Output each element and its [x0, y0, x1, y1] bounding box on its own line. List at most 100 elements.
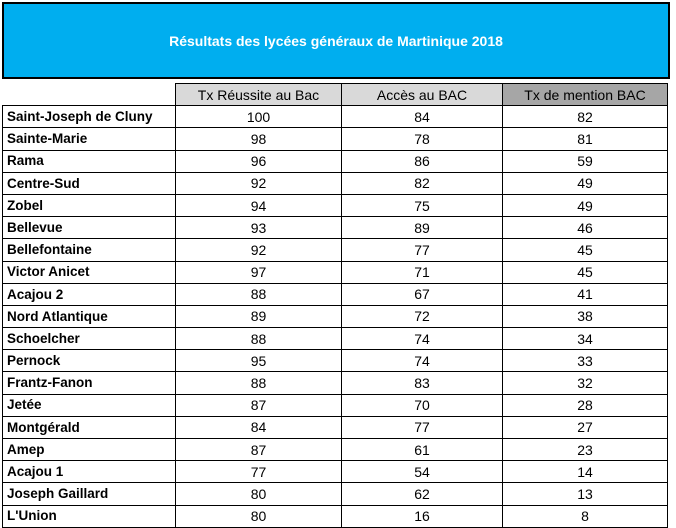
school-name-cell: Victor Anicet — [2, 260, 176, 284]
value-cell: 89 — [175, 304, 342, 329]
table-row: Frantz-Fanon 88 83 32 — [2, 371, 668, 395]
value-cell: 59 — [502, 149, 668, 173]
value-cell: 84 — [341, 105, 503, 129]
table-row: Bellevue 93 89 46 — [2, 216, 668, 240]
value-cell: 70 — [341, 393, 503, 417]
page-title: Résultats des lycées généraux de Martini… — [169, 32, 503, 49]
value-cell: 41 — [502, 282, 668, 306]
value-cell: 67 — [341, 282, 503, 306]
value-cell: 78 — [341, 127, 503, 151]
table-body: Tx Réussite au Bac Accès au BAC Tx de ment… — [2, 82, 668, 528]
results-table: Tx Réussite au Bac Accès au BAC Tx de ment… — [2, 82, 668, 528]
table-row: Nord Atlantique 89 72 38 — [2, 304, 668, 329]
table-row: Rama 96 86 59 — [2, 149, 668, 173]
value-cell: 87 — [175, 393, 342, 417]
school-name-cell: L'Union — [2, 504, 176, 528]
value-cell: 100 — [175, 105, 342, 129]
value-cell: 28 — [502, 393, 668, 417]
value-cell: 98 — [175, 127, 342, 151]
table-row: Acajou 1 77 54 14 — [2, 460, 668, 484]
value-cell: 80 — [175, 482, 342, 506]
value-cell: 88 — [175, 327, 342, 351]
value-cell: 27 — [502, 415, 668, 440]
table-row: Joseph Gaillard 80 62 13 — [2, 482, 668, 506]
header-row: Tx Réussite au Bac Accès au BAC Tx de ment… — [2, 82, 668, 107]
school-name-cell: Centre-Sud — [2, 171, 176, 195]
school-name-cell: Acajou 1 — [2, 460, 176, 484]
table-row: Montgérald 84 77 27 — [2, 415, 668, 440]
table-row: Victor Anicet 97 71 45 — [2, 260, 668, 284]
value-cell: 87 — [175, 437, 342, 462]
school-name-cell: Joseph Gaillard — [2, 482, 176, 506]
school-name-cell: Acajou 2 — [2, 282, 176, 306]
school-name-cell: Montgérald — [2, 415, 176, 440]
table-row: L'Union 80 16 8 — [2, 504, 668, 528]
value-cell: 16 — [341, 504, 503, 528]
value-cell: 23 — [502, 437, 668, 462]
value-cell: 97 — [175, 260, 342, 284]
value-cell: 94 — [175, 193, 342, 218]
school-name-cell: Rama — [2, 149, 176, 173]
value-cell: 45 — [502, 238, 668, 262]
value-cell: 88 — [175, 371, 342, 395]
value-cell: 49 — [502, 193, 668, 218]
value-cell: 77 — [175, 460, 342, 484]
school-name-cell: Saint-Joseph de Cluny — [2, 105, 176, 129]
value-cell: 33 — [502, 349, 668, 373]
value-cell: 62 — [341, 482, 503, 506]
value-cell: 49 — [502, 171, 668, 195]
value-cell: 89 — [341, 216, 503, 240]
value-cell: 77 — [341, 238, 503, 262]
value-cell: 54 — [341, 460, 503, 484]
value-cell: 38 — [502, 304, 668, 329]
school-name-cell: Jetée — [2, 393, 176, 417]
value-cell: 45 — [502, 260, 668, 284]
value-cell: 14 — [502, 460, 668, 484]
value-cell: 96 — [175, 149, 342, 173]
school-name-cell: Zobel — [2, 193, 176, 218]
value-cell: 88 — [175, 282, 342, 306]
value-cell: 32 — [502, 371, 668, 395]
table-row: Centre-Sud 92 82 49 — [2, 171, 668, 195]
table-row: Jetée 87 70 28 — [2, 393, 668, 417]
value-cell: 86 — [341, 149, 503, 173]
value-cell: 93 — [175, 216, 342, 240]
school-name-cell: Amep — [2, 437, 176, 462]
value-cell: 80 — [175, 504, 342, 528]
title-banner: Résultats des lycées généraux de Martini… — [2, 2, 670, 79]
value-cell: 46 — [502, 216, 668, 240]
value-cell: 71 — [341, 260, 503, 284]
table-row: Bellefontaine 92 77 45 — [2, 238, 668, 262]
value-cell: 34 — [502, 327, 668, 351]
value-cell: 61 — [341, 437, 503, 462]
table-row: Amep 87 61 23 — [2, 437, 668, 462]
value-cell: 92 — [175, 171, 342, 195]
column-header: Tx de mention BAC — [502, 82, 668, 107]
value-cell: 84 — [175, 415, 342, 440]
table-row: Saint-Joseph de Cluny 100 84 82 — [2, 105, 668, 129]
value-cell: 82 — [502, 105, 668, 129]
table-row: Pernock 95 74 33 — [2, 349, 668, 373]
column-header: Accès au BAC — [341, 82, 503, 107]
school-name-cell: Schoelcher — [2, 327, 176, 351]
table-row: Sainte-Marie 98 78 81 — [2, 127, 668, 151]
value-cell: 72 — [341, 304, 503, 329]
table-row: Acajou 2 88 67 41 — [2, 282, 668, 306]
table-row: Zobel 94 75 49 — [2, 193, 668, 218]
column-header: Tx Réussite au Bac — [175, 82, 342, 107]
value-cell: 13 — [502, 482, 668, 506]
school-name-cell: Sainte-Marie — [2, 127, 176, 151]
value-cell: 83 — [341, 371, 503, 395]
school-name-cell: Bellefontaine — [2, 238, 176, 262]
school-name-cell: Pernock — [2, 349, 176, 373]
header-blank-cell — [2, 83, 176, 107]
school-name-cell: Nord Atlantique — [2, 304, 176, 329]
value-cell: 74 — [341, 349, 503, 373]
value-cell: 8 — [502, 504, 668, 528]
school-name-cell: Frantz-Fanon — [2, 371, 176, 395]
value-cell: 95 — [175, 349, 342, 373]
value-cell: 74 — [341, 327, 503, 351]
value-cell: 92 — [175, 238, 342, 262]
school-name-cell: Bellevue — [2, 216, 176, 240]
value-cell: 82 — [341, 171, 503, 195]
